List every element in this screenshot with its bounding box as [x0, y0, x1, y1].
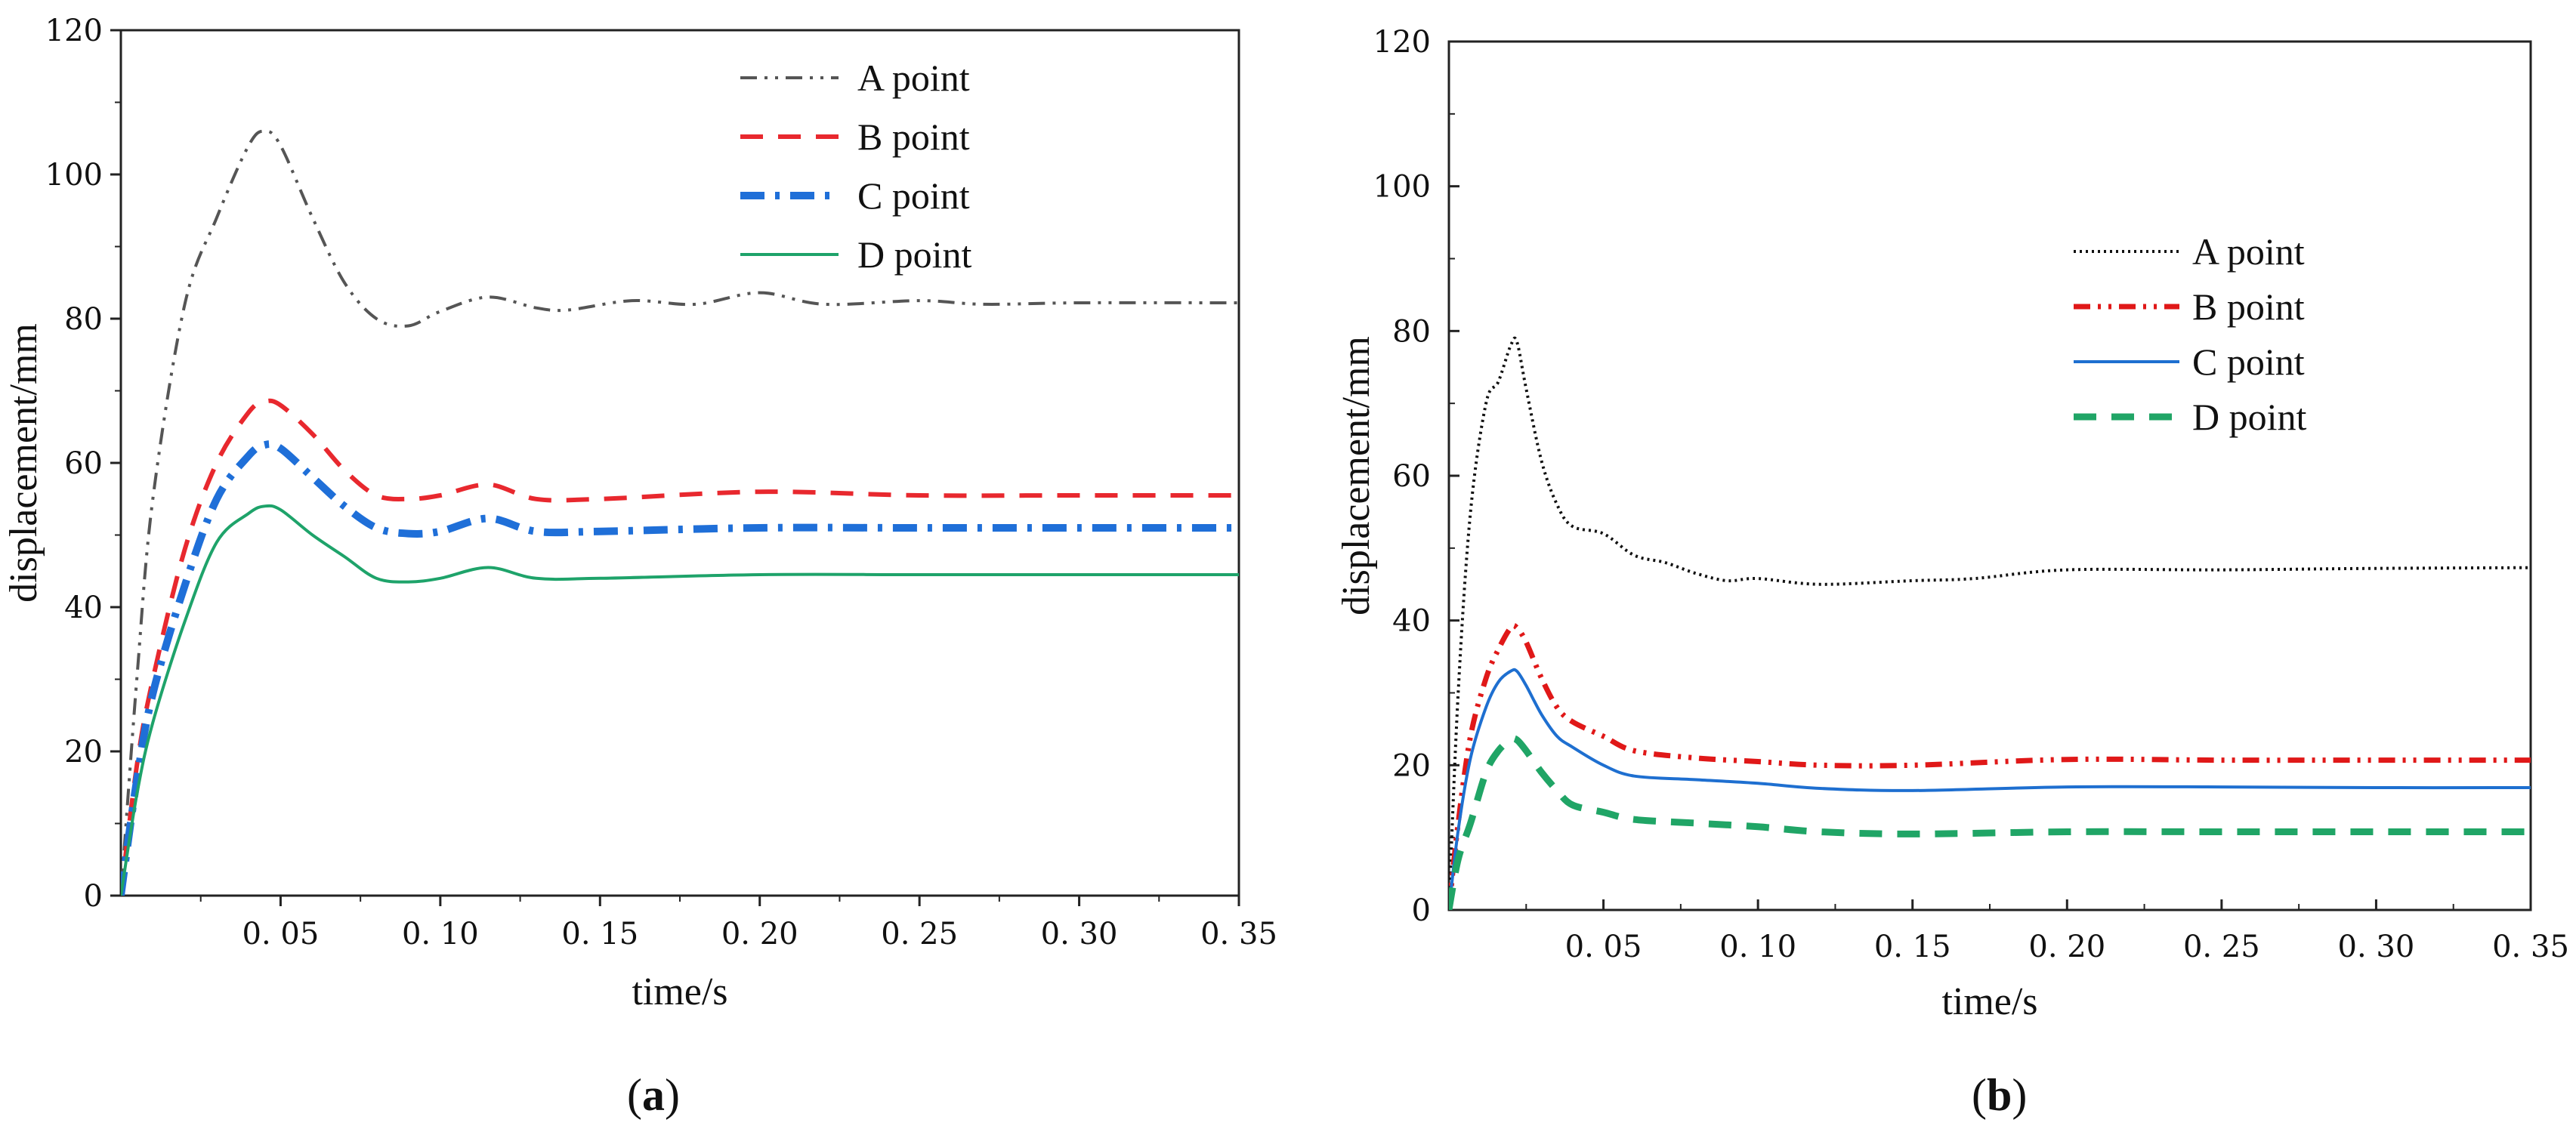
- series-line-b-point: [1449, 622, 2531, 910]
- panel-caption: (b): [1972, 1070, 2027, 1120]
- x-axis-title: time/s: [632, 970, 727, 1013]
- y-tick-label: 0: [1412, 893, 1431, 928]
- legend-label: B point: [857, 116, 970, 158]
- x-tick-label: 0. 30: [1041, 917, 1118, 951]
- y-tick-label: 20: [64, 735, 103, 770]
- x-tick-label: 0. 15: [561, 917, 638, 951]
- legend-label: D point: [857, 233, 972, 276]
- series-line-a-point: [121, 129, 1239, 896]
- y-axis-title: displacement/mm: [1335, 336, 1378, 615]
- series-line-a-point: [1449, 336, 2531, 910]
- y-tick-label: 80: [1392, 314, 1431, 349]
- panel-caption: (a): [627, 1070, 680, 1120]
- chart-panel-b: 0 20 40 60 80 100 120 0. 05 0. 10 0. 15 0. 20 0. 25…: [1335, 25, 2569, 1120]
- x-tick-label: 0. 30: [2338, 930, 2415, 964]
- x-tick-label: 0. 05: [1565, 930, 1642, 964]
- legend-label: A point: [857, 57, 970, 99]
- series-line-d-point: [121, 504, 1239, 896]
- x-tick-label: 0. 25: [2183, 930, 2260, 964]
- x-tick-label: 0. 35: [1200, 917, 1277, 951]
- y-tick-label: 120: [45, 14, 103, 48]
- y-tick-label: 60: [64, 446, 103, 481]
- series-line-c-point: [121, 440, 1239, 896]
- x-tick-label: 0. 05: [242, 917, 320, 951]
- y-tick-label: 60: [1392, 459, 1431, 494]
- legend-label: C point: [857, 174, 970, 217]
- series-line-c-point: [1449, 668, 2531, 910]
- x-tick-label: 0. 15: [1874, 930, 1951, 964]
- plot-frame: [1447, 40, 2532, 911]
- x-tick-label: 0. 35: [2492, 930, 2569, 964]
- y-tick-label: 40: [1392, 604, 1431, 639]
- x-tick-label: 0. 20: [2028, 930, 2105, 964]
- series-line-d-point: [1449, 735, 2531, 910]
- x-axis-title: time/s: [1941, 980, 2037, 1023]
- legend-label: A point: [2192, 230, 2305, 273]
- y-axis-title: displacement/mm: [2, 323, 45, 603]
- legend-label: D point: [2192, 396, 2307, 438]
- legend-label: C point: [2192, 341, 2305, 383]
- chart-panel-a: 0 20 40 60 80 100 120 0. 05 0. 10 0. 15 0. 20 0. 25…: [2, 14, 1277, 1120]
- series-line-b-point: [121, 398, 1239, 896]
- y-tick-label: 0: [84, 879, 103, 914]
- x-tick-label: 0. 10: [402, 917, 479, 951]
- y-tick-label: 20: [1392, 748, 1431, 783]
- y-tick-label: 100: [1373, 170, 1431, 205]
- y-tick-label: 100: [45, 158, 103, 193]
- y-tick-label: 40: [64, 591, 103, 625]
- x-tick-label: 0. 10: [1719, 930, 1796, 964]
- x-tick-label: 0. 20: [721, 917, 798, 951]
- y-tick-label: 120: [1373, 25, 1431, 60]
- y-tick-label: 80: [64, 302, 103, 337]
- x-tick-label: 0. 25: [881, 917, 958, 951]
- legend-label: B point: [2192, 285, 2305, 328]
